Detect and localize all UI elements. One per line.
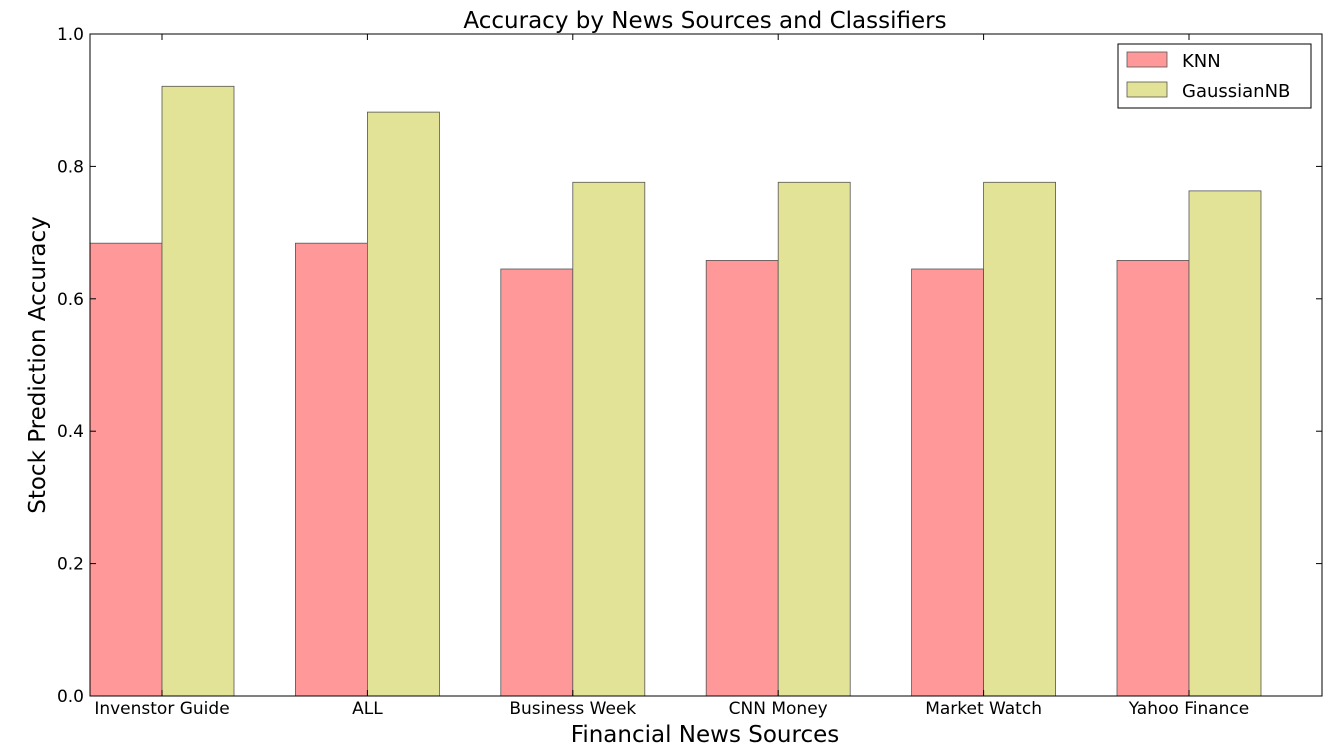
y-tick-label: 0.2 [57,555,84,575]
bar-gaussiannb-6 [1188,190,1262,697]
x-tick-label: Yahoo Finance [1128,699,1249,719]
bar-gaussiannb-5 [983,181,1056,697]
bar-gaussiannb-2 [366,111,440,697]
bar-gaussiannb-4 [777,181,851,697]
y-tick-label: 1.0 [57,25,84,45]
bar-gaussiannb-1 [161,85,235,697]
chart-title: Accuracy by News Sources and Classifiers [463,8,946,34]
bar-knn-2 [294,242,368,697]
x-tick-label: ALL [352,699,383,719]
x-tick-label: Business Week [509,699,636,719]
y-axis-label: Stock Prediction Accuracy [25,216,51,514]
x-tick-label: Market Watch [925,699,1042,719]
bar-gaussiannb-3 [572,181,646,697]
bar-knn-6 [1116,260,1190,697]
y-tick-label: 0.6 [57,290,84,310]
legend-label-knn: KNN [1182,51,1221,72]
bars-group [89,85,1262,697]
y-tick-label: 0.0 [57,687,84,707]
bar-knn-1 [89,242,163,697]
legend: KNN GaussianNB [1117,43,1312,109]
legend-label-gaussiannb: GaussianNB [1182,81,1290,102]
bar-knn-5 [911,268,984,697]
x-tick-label: CNN Money [729,699,828,719]
bar-knn-3 [500,268,574,697]
bar-knn-4 [705,260,779,697]
plot-frame [89,33,1323,697]
y-tick-label: 0.8 [57,157,84,177]
legend-swatch-gaussiannb [1126,81,1168,98]
y-tick-label: 0.4 [57,422,84,442]
x-axis-label: Financial News Sources [571,722,839,748]
x-tick-label: Invenstor Guide [94,699,229,719]
ticks-group: 0.0 0.2 0.4 0.6 0.8 1.0 Invenstor Guide ALL Busi… [57,25,1322,719]
legend-swatch-knn [1126,51,1168,68]
